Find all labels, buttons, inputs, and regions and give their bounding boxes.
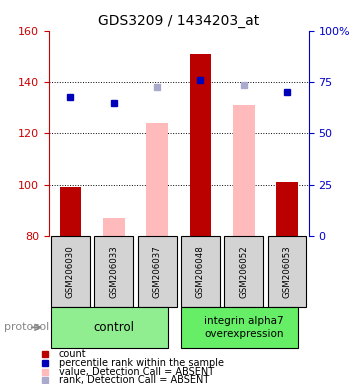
- Text: value, Detection Call = ABSENT: value, Detection Call = ABSENT: [59, 367, 214, 377]
- Bar: [224, 236, 263, 307]
- Text: integrin alpha7
overexpression: integrin alpha7 overexpression: [204, 316, 283, 339]
- Bar: [51, 236, 90, 307]
- Text: GSM206033: GSM206033: [109, 245, 118, 298]
- Bar: [94, 236, 133, 307]
- Text: GSM206048: GSM206048: [196, 245, 205, 298]
- Bar: [146, 123, 168, 236]
- Bar: [60, 187, 81, 236]
- Text: percentile rank within the sample: percentile rank within the sample: [59, 358, 224, 368]
- Bar: [181, 307, 298, 348]
- Text: GSM206037: GSM206037: [153, 245, 161, 298]
- Bar: [181, 236, 220, 307]
- Bar: [233, 105, 255, 236]
- Text: rank, Detection Call = ABSENT: rank, Detection Call = ABSENT: [59, 375, 209, 384]
- Bar: [190, 54, 211, 236]
- Bar: [138, 236, 177, 307]
- Text: control: control: [93, 321, 134, 334]
- Bar: [51, 307, 168, 348]
- Bar: [103, 218, 125, 236]
- Text: protocol: protocol: [4, 322, 49, 333]
- Bar: [268, 236, 306, 307]
- Text: GSM206053: GSM206053: [283, 245, 291, 298]
- Text: count: count: [59, 349, 87, 359]
- Text: GSM206030: GSM206030: [66, 245, 75, 298]
- Bar: [276, 182, 298, 236]
- Text: GSM206052: GSM206052: [239, 245, 248, 298]
- Title: GDS3209 / 1434203_at: GDS3209 / 1434203_at: [98, 14, 259, 28]
